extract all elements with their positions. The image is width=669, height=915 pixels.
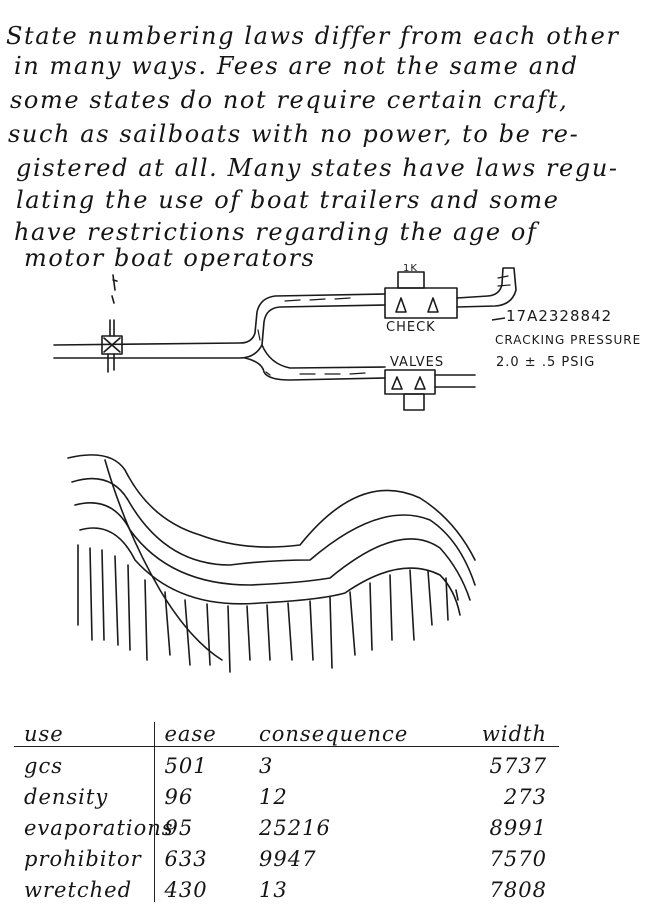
lower-branch [261,344,386,369]
cracking-label: CRACKING PRESSURE [495,333,641,347]
check-valve [384,287,458,319]
table-header-row: use ease consequence width [14,722,559,747]
cell-consequence: 25216 [259,816,331,840]
cell-ease: 633 [164,847,208,871]
valve-and-terrain-sketch: CHECK VALVES 1K 17A2328842 CRACKING PRES… [53,263,641,673]
cell-width: 7808 [489,878,547,902]
paragraph-line: motor boat operators [24,244,316,272]
contour-line [71,477,476,586]
paragraph-line: some states do not require certain craft… [10,86,569,114]
valves-label: VALVES [390,355,444,370]
table-row: evaporations 95 25216 8991 [14,809,559,840]
table-row: prohibitor 633 9947 7570 [14,840,559,871]
slope-line [104,459,223,661]
column-header-use: use [14,722,155,747]
data-table: use ease consequence width gcs 501 3 573… [14,722,559,902]
paragraph-line: have restrictions regarding the age of [14,218,538,246]
indicator-mark [111,274,118,304]
paragraph-line: such as sailboats with no power, to be r… [8,120,580,148]
cell-ease: 95 [164,816,194,840]
main-pipe [53,304,386,359]
cell-use: wretched [14,871,155,902]
cell-consequence: 3 [259,754,274,778]
cell-consequence: 13 [259,878,288,902]
part-number-label: 17A2328842 [506,307,612,325]
cell-width: 7570 [489,847,547,871]
cell-use: gcs [14,746,155,778]
paragraph-line: lating the use of boat trailers and some [16,186,560,214]
gate-valve [101,335,123,355]
table-row: gcs 501 3 5737 [14,746,559,778]
column-header-width: width [404,722,559,747]
top-tag-label: 1K [403,263,418,274]
table-row: density 96 12 273 [14,778,559,809]
hatching [77,544,459,673]
main-pipe [53,293,386,346]
outlet-pipe [456,267,517,308]
cell-use: density [14,778,155,809]
table-row: wretched 430 13 7808 [14,871,559,902]
paragraph-line: State numbering laws differ from each ot… [6,22,620,50]
cell-width: 8991 [489,816,547,840]
column-header-ease: ease [154,722,249,747]
lower-branch [244,357,386,381]
cell-consequence: 9947 [259,847,317,871]
contour-line [79,527,461,616]
paragraph-line: in many ways. Fees are not the same and [14,52,579,80]
cell-ease: 96 [164,785,194,809]
cell-consequence: 12 [259,785,288,809]
paragraph-line: gistered at all. Many states have laws r… [16,154,619,182]
cell-width: 5737 [489,754,547,778]
cell-use: evaporations [14,809,173,840]
column-header-consequence: consequence [249,722,407,747]
pressure-label: 2.0 ± .5 PSIG [496,355,595,370]
cell-width: 273 [503,785,547,809]
cell-ease: 501 [164,754,208,778]
cell-use: prohibitor [14,840,155,871]
cell-ease: 430 [164,878,208,902]
valves-box [384,369,436,395]
contour-line [67,454,476,561]
check-label: CHECK [386,320,436,335]
